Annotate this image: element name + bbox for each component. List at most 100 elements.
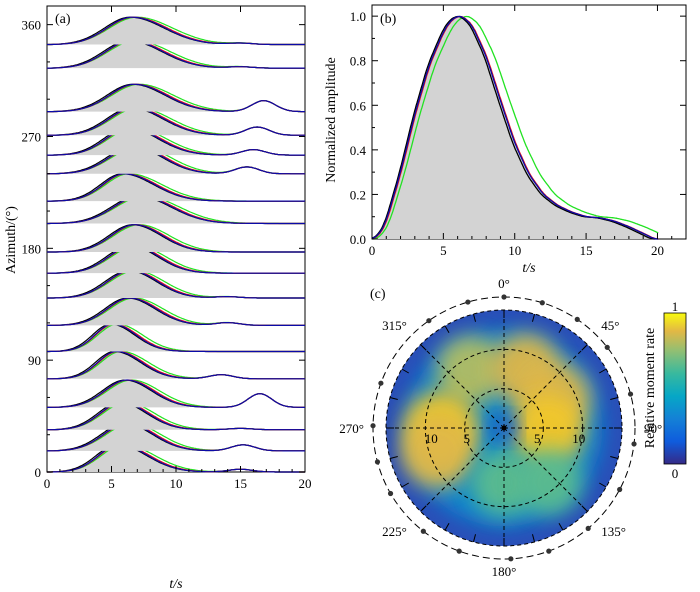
trace-177 (47, 224, 305, 253)
observed-fill (47, 324, 176, 352)
a-ytick-label: 180 (22, 241, 42, 256)
radial-labels: 5 10 5 10 (425, 431, 585, 446)
high-rate-patch (401, 416, 474, 489)
a-xtick-label: 10 (170, 476, 183, 491)
colorbar-tick-label: 0 (672, 466, 679, 481)
synthetic-curve-3 (47, 145, 305, 175)
panel-a-ticks: 0 5 10 15 20 0 90 180 270 360 (22, 6, 312, 491)
azimuth-spoke (503, 427, 588, 512)
angle-label: 90° (644, 421, 662, 436)
stf-curve-3 (371, 15, 659, 240)
radial-tick-label: 10 (572, 431, 585, 446)
observed-fill (47, 423, 202, 451)
azimuth-tick (420, 344, 427, 351)
synthetic-curve-3 (47, 40, 305, 69)
azimuth-spoke (420, 427, 505, 512)
trace-52 (47, 379, 305, 408)
a-ytick-label: 90 (28, 353, 41, 368)
station-markers (370, 294, 637, 562)
stf-fill (372, 16, 655, 240)
station-marker (378, 380, 384, 386)
azimuth-tick (531, 534, 536, 543)
azimuth-spoke (503, 344, 588, 429)
colorbar-ticks: 01 (672, 299, 679, 481)
station-marker (508, 556, 514, 562)
a-xtick-label: 15 (234, 476, 247, 491)
station-marker (420, 528, 426, 534)
azimuth-tick (472, 534, 477, 543)
station-marker (370, 423, 376, 429)
station-marker (574, 316, 580, 322)
high-rate-patch (470, 449, 538, 517)
synthetic-curve-3 (47, 83, 305, 113)
synthetic-curve-3 (47, 270, 305, 299)
trace-118 (47, 297, 305, 326)
observed-fill (47, 380, 189, 408)
panel-b: 0 5 10 15 20 0.0 0.2 0.4 0.6 0.8 1.0 (b) t/s Norma… (324, 4, 687, 276)
b-ytick-label: 0.6 (350, 98, 367, 113)
synthetic-curve-3 (47, 245, 305, 274)
station-marker (374, 459, 381, 465)
azimuth-spoke (420, 344, 505, 429)
angle-label: 135° (601, 524, 626, 539)
colorbar-label: Relative moment rate (643, 328, 658, 449)
trace-240 (47, 145, 305, 175)
panel-a: 0 5 10 15 20 0 90 180 270 360 (a) t/s Azimuth/(°) (4, 5, 312, 592)
stf-curve-0 (372, 15, 659, 240)
station-marker (465, 299, 471, 305)
trace-290 (47, 83, 305, 113)
b-ytick-label: 1.0 (350, 9, 366, 24)
colorbar (663, 312, 687, 465)
station-marker (604, 344, 610, 350)
synthetic-curve-3 (47, 297, 305, 326)
panel-b-ticks: 0 5 10 15 20 0.0 0.2 0.4 0.6 0.8 1.0 (350, 5, 686, 258)
high-rate-patch (436, 335, 505, 405)
azimuth-tick (420, 505, 427, 512)
a-xtick-label: 5 (108, 476, 115, 491)
station-marker (617, 486, 623, 493)
synthetic-curve-3 (47, 379, 305, 408)
a-xtick-label: 20 (299, 476, 312, 491)
panel-b-label: (b) (380, 12, 397, 27)
trace-255 (47, 127, 305, 156)
trace-17 (47, 422, 305, 452)
angle-label: 0° (498, 276, 510, 291)
high-rate-patch (510, 394, 584, 469)
station-marker (456, 548, 462, 554)
trace-200 (47, 195, 305, 225)
station-marker (387, 490, 394, 497)
observed-fill (47, 196, 228, 224)
a-ytick-label: 360 (22, 18, 42, 33)
station-marker (546, 548, 552, 554)
station-marker (539, 300, 545, 306)
azimuth-tick (558, 325, 564, 333)
trace-271 (47, 107, 305, 136)
azimuth-tick (444, 325, 450, 333)
panel-b-xlabel: t/s (522, 261, 536, 276)
synthetic-curve-3 (47, 401, 305, 431)
synthetic-curve-3 (47, 107, 305, 136)
observed-fill (47, 127, 215, 156)
radial-tick-label: 5 (463, 431, 470, 446)
azimuth-tick (401, 368, 409, 374)
angle-labels: 0° 45° 90° 135° 180° 225° 270° 315° (339, 276, 662, 579)
trace-344 (47, 16, 305, 46)
observed-fill (47, 107, 215, 136)
trace-140 (47, 270, 305, 299)
trace-218 (47, 173, 305, 202)
b-xtick-label: 5 (440, 243, 447, 258)
b-ytick-label: 0.0 (350, 232, 366, 247)
observed-fill (47, 84, 228, 112)
synthetic-curve-3 (47, 323, 305, 353)
b-ytick-label: 0.4 (350, 143, 367, 158)
observed-fill (47, 270, 202, 299)
azimuth-tick (401, 482, 409, 488)
range-ring (464, 388, 544, 468)
azimuth-tick (581, 505, 588, 512)
observed-fill (47, 17, 215, 45)
b-xtick-label: 0 (369, 243, 376, 258)
trace-160 (47, 245, 305, 274)
observed-fill (47, 40, 215, 69)
panel-a-xlabel: t/s (169, 577, 183, 592)
synthetic-curve-3 (47, 16, 305, 46)
